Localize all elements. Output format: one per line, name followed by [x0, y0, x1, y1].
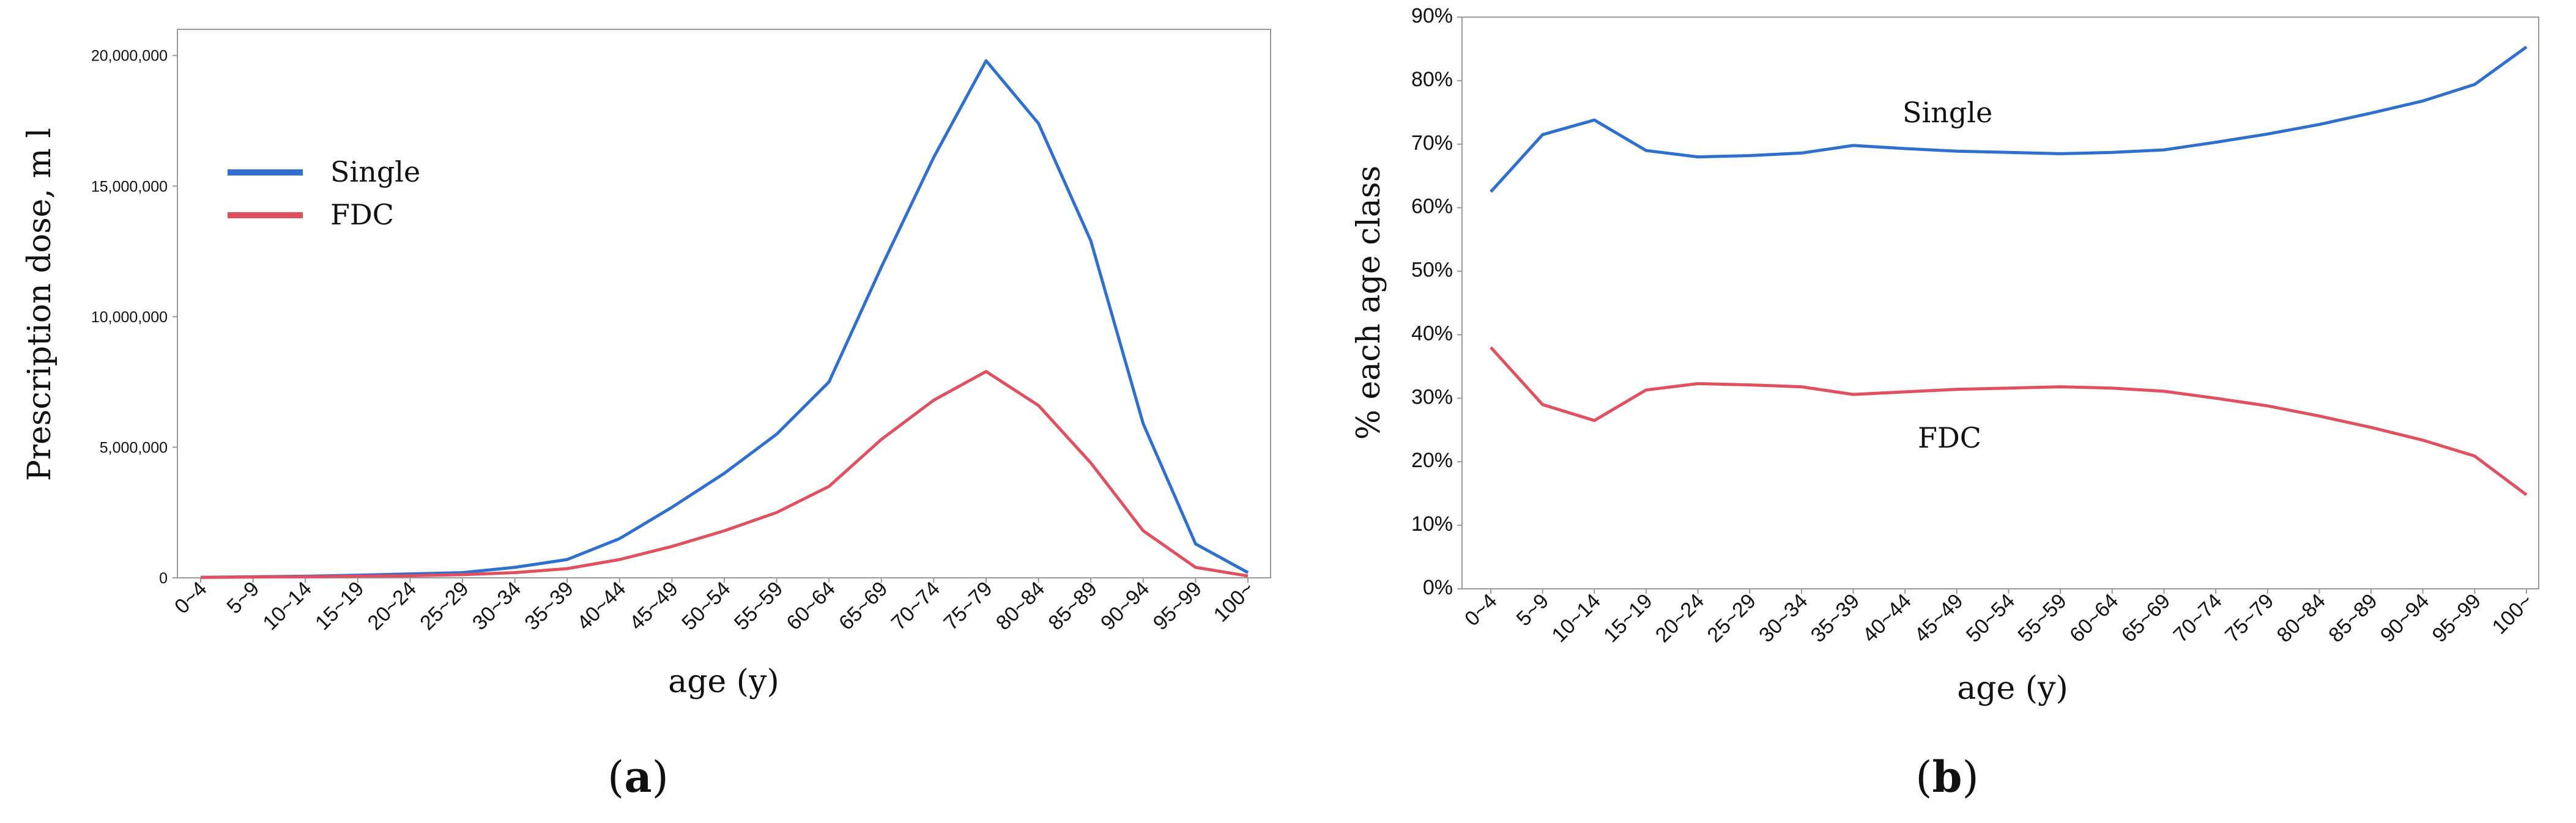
- panel-label-b-close: ): [1962, 752, 1978, 802]
- x-tick-label: 5~9: [223, 577, 264, 619]
- x-tick-label: 80~84: [2273, 589, 2330, 647]
- x-tick-label: 35~39: [1806, 589, 1864, 647]
- x-tick-label: 100~: [2488, 589, 2537, 639]
- y-tick-label: 70%: [1411, 131, 1453, 155]
- y-tick-label: 15,000,000: [91, 178, 168, 195]
- x-tick-label: 35~39: [520, 577, 577, 635]
- x-tick-label: 15~19: [311, 577, 368, 635]
- x-tick-label: 70~74: [887, 577, 945, 635]
- y-tick-label: 50%: [1411, 259, 1453, 282]
- series-lines-a: [200, 59, 1249, 579]
- legend-a: Single FDC: [228, 155, 420, 231]
- panel-b: 0% 10% 20% 30% 40% 50% 60% 70% 80% 90% 0~4 5~910~1…: [1351, 4, 2539, 802]
- series-line-single: [200, 59, 1249, 579]
- x-tick-label: 30~34: [468, 577, 525, 635]
- x-tick-label: 55~59: [730, 577, 787, 635]
- x-tick-label: 15~19: [1599, 589, 1657, 647]
- panel-label-b: (b): [1915, 751, 1979, 802]
- series-labels-b: Single FDC: [1902, 96, 1992, 454]
- x-tick-label: 90~94: [2376, 589, 2433, 647]
- x-tick-label: 60~64: [782, 577, 839, 635]
- panel-label-a-close: ): [652, 752, 669, 802]
- x-tick-label: 25~29: [415, 577, 473, 635]
- panel-label-b-open: (: [1915, 752, 1932, 802]
- x-tick-label: 95~99: [2428, 589, 2485, 647]
- x-tick-label: 10~14: [258, 577, 316, 635]
- x-tick-label: 65~69: [2117, 589, 2175, 647]
- x-axis-b: 0~4 5~910~1415~1920~2425~2930~3435~3940~4…: [1460, 589, 2537, 647]
- x-tick-label: 50~54: [677, 577, 735, 635]
- y-tick-label: 5,000,000: [100, 439, 168, 456]
- y-axis-b: 0% 10% 20% 30% 40% 50% 60% 70% 80% 90%: [1411, 4, 1462, 599]
- series-line-fdc: [200, 370, 1249, 579]
- y-axis-a: 0 5,000,000 10,000,000 15,000,000 20,000,000: [91, 48, 177, 587]
- y-tick-label: 40%: [1411, 322, 1453, 345]
- y-tick-label: 0: [159, 570, 168, 587]
- x-tick-label: 45~49: [1910, 589, 1967, 647]
- series-label-fdc: FDC: [1918, 421, 1981, 454]
- x-tick-label: 60~64: [2065, 589, 2123, 647]
- y-axis-title-a: Prescription dose, m l: [21, 128, 58, 481]
- y-tick-label: 20,000,000: [91, 48, 168, 65]
- y-tick-label: 30%: [1411, 385, 1453, 408]
- series-line-single: [1490, 45, 2528, 193]
- x-tick-label: 75~79: [2221, 589, 2278, 647]
- panel-label-a-letter: a: [624, 751, 651, 802]
- y-tick-label: 60%: [1411, 195, 1453, 218]
- x-tick-label: 30~34: [1754, 589, 1812, 647]
- x-tick-label: 20~24: [363, 577, 421, 635]
- x-tick-label: 65~69: [834, 577, 892, 635]
- y-tick-label: 10,000,000: [91, 309, 168, 326]
- panel-label-b-letter: b: [1932, 751, 1962, 802]
- x-tick-label: 50~54: [1962, 589, 2019, 647]
- panel-label-a: (a): [607, 751, 669, 802]
- y-tick-label: 90%: [1411, 4, 1453, 28]
- y-axis-title-b: % each age class: [1351, 166, 1387, 440]
- panel-a: 0 5,000,000 10,000,000 15,000,000 20,000,000…: [21, 29, 1271, 802]
- legend-label-single: Single: [330, 155, 420, 188]
- x-tick-label: 90~94: [1096, 577, 1154, 635]
- y-tick-label: 0%: [1423, 576, 1453, 599]
- x-tick-label: 40~44: [1858, 589, 1915, 647]
- x-tick-label: 0~4: [170, 577, 212, 619]
- x-tick-label: 75~79: [939, 577, 997, 635]
- x-tick-label: 25~29: [1703, 589, 1761, 647]
- y-tick-label: 10%: [1411, 512, 1453, 536]
- y-tick-label: 20%: [1411, 449, 1453, 472]
- x-tick-label: 55~59: [2013, 589, 2071, 647]
- x-tick-label: 5~9: [1512, 589, 1554, 631]
- x-tick-label: 70~74: [2169, 589, 2226, 647]
- x-tick-label: 80~84: [992, 577, 1049, 635]
- x-tick-label: 0~4: [1460, 589, 1502, 631]
- x-axis-title-a: age (y): [668, 663, 779, 700]
- series-line-fdc: [1490, 346, 2528, 496]
- x-axis-a: 0~4 5~910~1415~1920~2425~2930~3435~3940~4…: [170, 577, 1259, 635]
- series-label-single: Single: [1902, 96, 1992, 129]
- panel-label-a-open: (: [607, 752, 624, 802]
- legend-label-fdc: FDC: [330, 198, 394, 231]
- x-tick-label: 100~: [1209, 577, 1259, 627]
- x-tick-label: 10~14: [1548, 589, 1605, 647]
- x-tick-label: 20~24: [1651, 589, 1709, 647]
- x-tick-label: 85~89: [1044, 577, 1101, 635]
- plot-frame-b: [1461, 17, 2539, 589]
- plot-frame-a: [177, 29, 1271, 578]
- x-tick-label: 40~44: [573, 577, 630, 635]
- x-axis-title-b: age (y): [1957, 670, 2068, 707]
- x-tick-label: 45~49: [625, 577, 683, 635]
- x-tick-label: 95~99: [1149, 577, 1206, 635]
- x-tick-label: 85~89: [2324, 589, 2381, 647]
- series-lines-b: [1490, 45, 2528, 496]
- y-tick-label: 80%: [1411, 68, 1453, 91]
